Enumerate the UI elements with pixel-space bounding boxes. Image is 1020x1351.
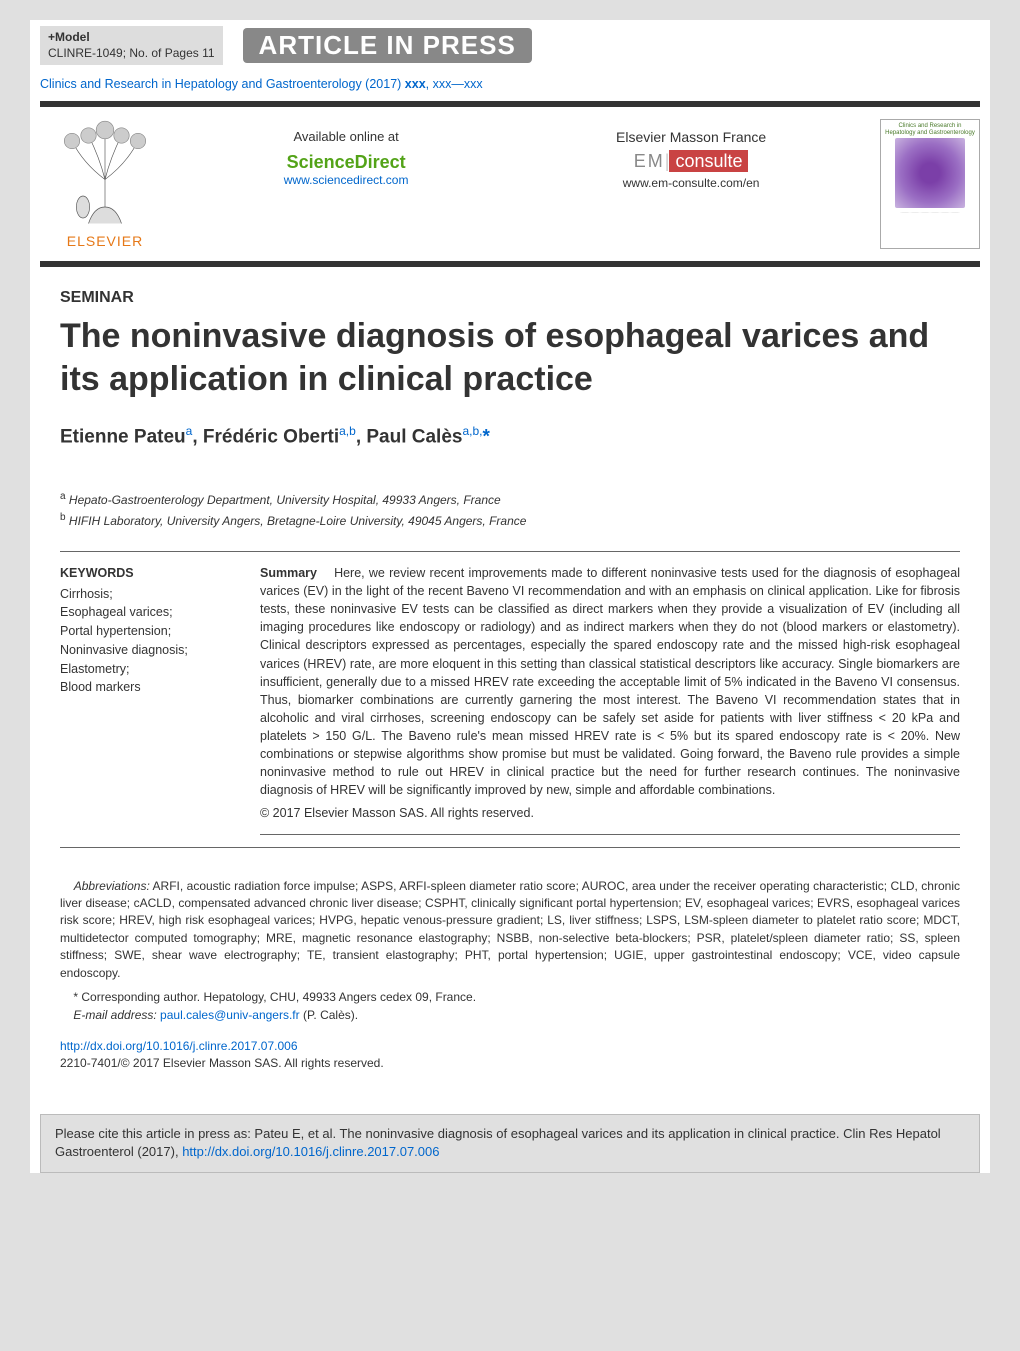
article-in-press: ARTICLE IN PRESS xyxy=(223,28,980,63)
keywords-head: KEYWORDS xyxy=(60,564,230,583)
affiliations: a Hepato-Gastroenterology Department, Un… xyxy=(60,489,960,531)
abbreviations: Abbreviations: ARFI, acoustic radiation … xyxy=(60,878,960,982)
correspondence: * Corresponding author. Hepatology, CHU,… xyxy=(60,988,960,1024)
available-online-label: Available online at xyxy=(284,129,409,144)
journal-ref-prefix: Clinics and Research in Hepatology and G… xyxy=(40,77,405,91)
summary-head: Summary xyxy=(260,566,317,580)
keywords-block: KEYWORDS Cirrhosis; Esophageal varices; … xyxy=(60,564,230,835)
article-body: SEMINAR The noninvasive diagnosis of eso… xyxy=(30,267,990,1091)
emconsulte-link[interactable]: www.em-consulte.com/en xyxy=(616,176,766,190)
journal-ref-vol: xxx xyxy=(405,77,426,91)
cover-title: Clinics and Research in Hepatology and G… xyxy=(884,123,976,136)
page: +Model CLINRE-1049; No. of Pages 11 ARTI… xyxy=(30,20,990,1173)
journal-reference: Clinics and Research in Hepatology and G… xyxy=(30,69,990,101)
emconsulte-logo: EM|consulte xyxy=(616,151,766,172)
author-list: Etienne Pateua, Frédéric Obertia,b, Paul… xyxy=(60,424,960,448)
publisher-center: Available online at ScienceDirect www.sc… xyxy=(180,119,870,190)
corr-text: Corresponding author. Hepatology, CHU, 4… xyxy=(81,990,476,1004)
corr-email[interactable]: paul.cales@univ-angers.fr xyxy=(160,1008,300,1022)
affil-a: a Hepato-Gastroenterology Department, Un… xyxy=(60,489,960,510)
elsevier-logo: ELSEVIER xyxy=(40,119,170,249)
model-line2: CLINRE-1049; No. of Pages 11 xyxy=(48,46,215,62)
summary-rule xyxy=(260,834,960,835)
aip-label: ARTICLE IN PRESS xyxy=(243,28,532,63)
summary-block: Summary Here, we review recent improveme… xyxy=(260,564,960,835)
sciencedirect-logo: ScienceDirect xyxy=(284,152,409,173)
affil-b-text: HIFIH Laboratory, University Angers, Bre… xyxy=(69,514,527,528)
summary-body: Here, we review recent improvements made… xyxy=(260,566,960,798)
consulte-text: consulte xyxy=(669,150,748,172)
abstract-box: KEYWORDS Cirrhosis; Esophageal varices; … xyxy=(60,551,960,848)
cover-footer: ........ ........ ........ ........ ....… xyxy=(884,210,976,214)
abbrev-head: Abbreviations: xyxy=(74,879,150,893)
abbrev-body: ARFI, acoustic radiation force impulse; … xyxy=(60,879,960,980)
summary-copyright: © 2017 Elsevier Masson SAS. All rights r… xyxy=(260,804,960,822)
sciencedirect-link[interactable]: www.sciencedirect.com xyxy=(284,173,409,187)
sciencedirect-block: Available online at ScienceDirect www.sc… xyxy=(284,129,409,190)
cite-doi[interactable]: http://dx.doi.org/10.1016/j.clinre.2017.… xyxy=(182,1144,439,1159)
publisher-row: ELSEVIER Available online at ScienceDire… xyxy=(30,107,990,261)
issn-line: 2210-7401/© 2017 Elsevier Masson SAS. Al… xyxy=(60,1055,960,1072)
model-box: +Model CLINRE-1049; No. of Pages 11 xyxy=(40,26,223,65)
journal-cover-thumbnail: Clinics and Research in Hepatology and G… xyxy=(880,119,980,249)
elsevier-masson-label: Elsevier Masson France xyxy=(616,129,766,145)
em-text: EM xyxy=(634,151,665,171)
email-tail: (P. Calès). xyxy=(300,1008,358,1022)
journal-ref-pages: , xxx—xxx xyxy=(426,77,483,91)
article-type: SEMINAR xyxy=(60,289,960,307)
doi-link[interactable]: http://dx.doi.org/10.1016/j.clinre.2017.… xyxy=(60,1038,960,1055)
cover-image xyxy=(895,138,965,208)
header-bar: +Model CLINRE-1049; No. of Pages 11 ARTI… xyxy=(30,20,990,69)
emconsulte-block: Elsevier Masson France EM|consulte www.e… xyxy=(616,129,766,190)
elsevier-tree-icon xyxy=(50,119,160,229)
doi-block: http://dx.doi.org/10.1016/j.clinre.2017.… xyxy=(60,1038,960,1072)
elsevier-wordmark: ELSEVIER xyxy=(40,233,170,249)
affil-a-text: Hepato-Gastroenterology Department, Univ… xyxy=(69,493,501,507)
model-line1: +Model xyxy=(48,30,215,46)
keywords-list: Cirrhosis; Esophageal varices; Portal hy… xyxy=(60,585,230,698)
affil-b: b HIFIH Laboratory, University Angers, B… xyxy=(60,510,960,531)
citation-box: Please cite this article in press as: Pa… xyxy=(40,1114,980,1174)
email-head: E-mail address: xyxy=(73,1008,160,1022)
article-title: The noninvasive diagnosis of esophageal … xyxy=(60,315,960,400)
